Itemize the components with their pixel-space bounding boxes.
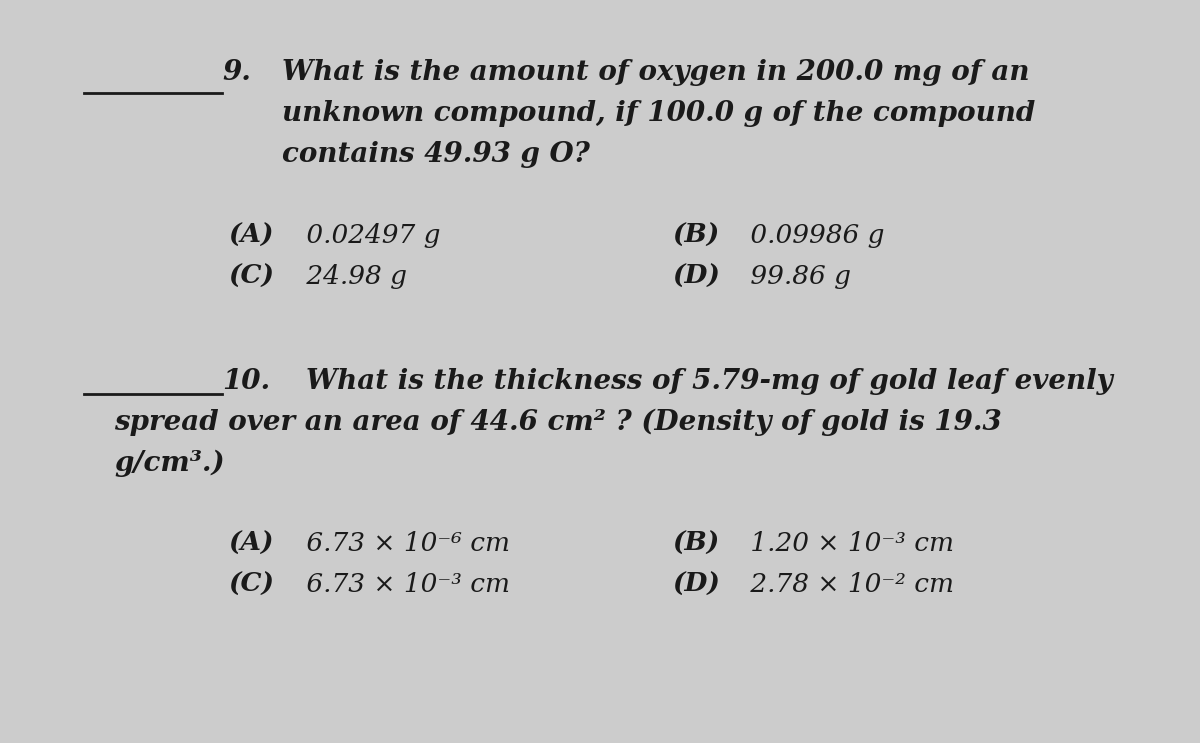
Text: (B): (B) (672, 531, 719, 557)
Text: (D): (D) (672, 264, 720, 289)
Text: unknown compound, if 100.0 g of the compound: unknown compound, if 100.0 g of the comp… (282, 100, 1036, 127)
Text: 9.: 9. (222, 59, 251, 86)
Text: 10.: 10. (222, 368, 270, 395)
Text: 99.86 g: 99.86 g (742, 264, 851, 289)
Text: g/cm³.): g/cm³.) (114, 450, 224, 477)
Text: 2.78 × 10⁻² cm: 2.78 × 10⁻² cm (742, 572, 954, 597)
Text: (D): (D) (672, 572, 720, 597)
Text: What is the thickness of 5.79-mg of gold leaf evenly: What is the thickness of 5.79-mg of gold… (306, 368, 1112, 395)
Text: 6.73 × 10⁻³ cm: 6.73 × 10⁻³ cm (298, 572, 510, 597)
Text: 1.20 × 10⁻³ cm: 1.20 × 10⁻³ cm (742, 531, 954, 557)
Text: What is the amount of oxygen in 200.0 mg of an: What is the amount of oxygen in 200.0 mg… (282, 59, 1030, 86)
Text: (A): (A) (228, 223, 274, 248)
Text: 0.02497 g: 0.02497 g (298, 223, 440, 248)
Text: (B): (B) (672, 223, 719, 248)
Text: (A): (A) (228, 531, 274, 557)
Text: 6.73 × 10⁻⁶ cm: 6.73 × 10⁻⁶ cm (298, 531, 510, 557)
Text: (C): (C) (228, 572, 274, 597)
Text: contains 49.93 g O?: contains 49.93 g O? (282, 141, 590, 168)
Text: 24.98 g: 24.98 g (298, 264, 407, 289)
Text: spread over an area of 44.6 cm² ? (Density of gold is 19.3: spread over an area of 44.6 cm² ? (Densi… (114, 409, 1002, 436)
Text: (C): (C) (228, 264, 274, 289)
Text: 0.09986 g: 0.09986 g (742, 223, 884, 248)
